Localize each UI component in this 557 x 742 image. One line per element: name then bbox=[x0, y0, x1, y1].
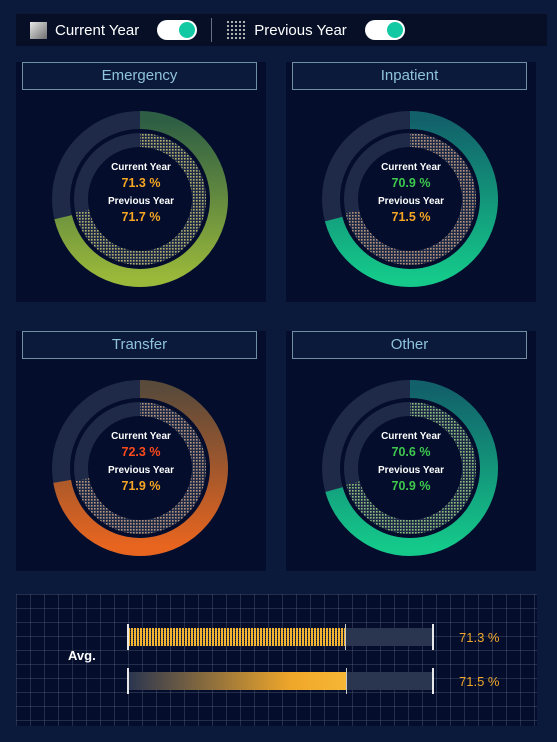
avg-bar-current-fill bbox=[128, 628, 346, 646]
bar-end-tick bbox=[432, 624, 434, 650]
legend-bar: Current Year Previous Year bbox=[16, 14, 547, 46]
donut-card-emergency: Emergency Current Year 71.3 % Previous Year… bbox=[16, 62, 266, 302]
previous-year-value: 70.9 % bbox=[391, 479, 431, 493]
previous-year-label: Previous Year bbox=[378, 465, 444, 476]
donut-card-transfer: Transfer Current Year 72.3 % Previous Year 7… bbox=[16, 331, 266, 571]
legend-current-label: Current Year bbox=[55, 21, 140, 39]
current-year-label: Current Year bbox=[381, 162, 441, 173]
previous-year-value: 71.7 % bbox=[121, 210, 161, 224]
current-year-value: 72.3 % bbox=[121, 445, 161, 459]
current-year-label: Current Year bbox=[111, 431, 171, 442]
current-year-value: 71.3 % bbox=[121, 176, 161, 190]
card-title: Inpatient bbox=[292, 62, 527, 90]
legend-divider bbox=[211, 18, 213, 42]
current-year-label: Current Year bbox=[111, 162, 171, 173]
bar-end-tick bbox=[432, 668, 434, 694]
legend-current-year: Current Year bbox=[16, 14, 198, 46]
card-title: Transfer bbox=[22, 331, 257, 359]
bar-value-tick bbox=[345, 668, 347, 694]
previous-year-toggle[interactable] bbox=[364, 20, 405, 40]
current-year-toggle[interactable] bbox=[157, 20, 198, 40]
avg-value-previous: 71.5 % bbox=[459, 674, 500, 689]
current-year-arc bbox=[53, 380, 228, 556]
donut-chart bbox=[322, 111, 498, 287]
legend-previous-year: Previous Year bbox=[212, 14, 405, 46]
bar-start-tick bbox=[127, 624, 129, 650]
bar-start-tick bbox=[127, 668, 129, 694]
previous-year-value: 71.9 % bbox=[121, 479, 161, 493]
previous-year-arc bbox=[345, 133, 476, 265]
previous-year-label: Previous Year bbox=[378, 196, 444, 207]
avg-bar-previous-track bbox=[127, 668, 434, 694]
current-year-value: 70.9 % bbox=[391, 176, 431, 190]
previous-year-label: Previous Year bbox=[108, 196, 174, 207]
previous-year-arc bbox=[75, 133, 206, 265]
card-title: Emergency bbox=[22, 62, 257, 90]
card-title: Other bbox=[292, 331, 527, 359]
avg-value-current: 71.3 % bbox=[459, 630, 500, 645]
avg-label: Avg. bbox=[68, 648, 96, 663]
donut-chart bbox=[52, 380, 228, 556]
previous-year-label: Previous Year bbox=[108, 465, 174, 476]
previous-year-value: 71.5 % bbox=[391, 210, 431, 224]
current-year-arc bbox=[54, 111, 228, 287]
previous-year-arc bbox=[346, 402, 476, 534]
avg-bar-previous-fill bbox=[128, 672, 347, 690]
toggle-knob bbox=[386, 22, 403, 38]
toggle-knob bbox=[179, 22, 196, 38]
avg-bar-current-track bbox=[127, 624, 434, 650]
donut-card-inpatient: Inpatient Current Year 70.9 % Previous Year… bbox=[286, 62, 536, 302]
dotted-swatch-icon bbox=[226, 20, 247, 40]
donut-chart bbox=[322, 380, 498, 556]
average-panel: Avg. 71.3 % 71.5 % bbox=[16, 594, 537, 726]
bar-value-tick bbox=[344, 624, 346, 650]
legend-previous-label: Previous Year bbox=[254, 21, 347, 39]
current-year-arc bbox=[325, 380, 498, 556]
donut-chart bbox=[52, 111, 228, 287]
solid-swatch-icon bbox=[30, 21, 47, 39]
donut-card-other: Other Current Year 70.6 % Previous Year 70.9… bbox=[286, 331, 536, 571]
current-year-arc bbox=[324, 111, 498, 287]
previous-year-arc bbox=[75, 402, 206, 534]
current-year-label: Current Year bbox=[381, 431, 441, 442]
current-year-value: 70.6 % bbox=[391, 445, 431, 459]
